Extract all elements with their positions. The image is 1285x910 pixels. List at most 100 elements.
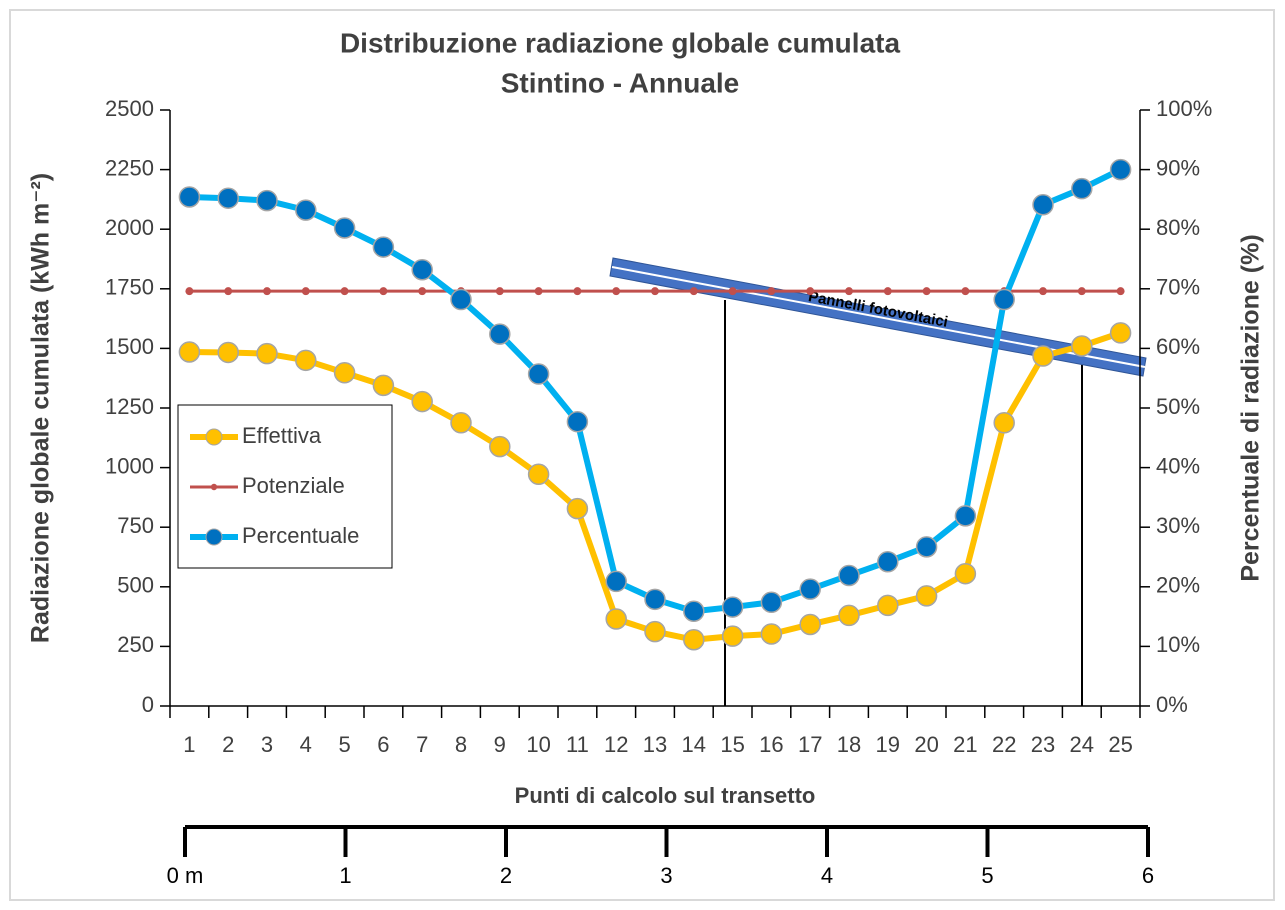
data-point [1071, 335, 1093, 357]
data-point [683, 600, 705, 622]
y-axis-label: Radiazione globale cumulata (kWh m⁻²) [27, 173, 55, 643]
x-tick-label: 12 [604, 732, 628, 757]
y2-tick-label: 100% [1156, 96, 1212, 121]
data-point [178, 341, 201, 363]
data-point [683, 628, 705, 651]
data-point [301, 287, 310, 296]
x-tick-label: 13 [643, 732, 667, 757]
y2-tick-label: 0% [1156, 692, 1188, 717]
data-point [760, 623, 783, 645]
distance-tick-label: 2 [500, 863, 512, 888]
data-point [767, 287, 776, 296]
x-tick-label: 9 [494, 732, 506, 757]
x-tick-label: 6 [377, 732, 389, 757]
data-point [340, 287, 349, 296]
x-tick-label: 15 [720, 732, 744, 757]
data-point [1071, 177, 1093, 200]
y-tick-label: 1250 [105, 394, 154, 419]
data-point [217, 187, 239, 209]
y-tick-label: 1500 [105, 334, 154, 359]
x-tick-label: 21 [953, 732, 977, 757]
x-tick-label: 11 [566, 732, 589, 757]
x-tick-label: 5 [338, 732, 350, 757]
x-tick-label: 14 [682, 732, 706, 757]
data-point [845, 287, 853, 296]
data-point [728, 287, 737, 296]
legend-label: Percentuale [242, 523, 359, 548]
y-tick-label: 2250 [105, 155, 154, 180]
data-point [450, 288, 472, 311]
data-point [1109, 322, 1132, 344]
x-tick-label: 4 [300, 732, 312, 757]
distance-tick-label: 6 [1142, 863, 1154, 888]
distance-tick-label: 3 [660, 863, 672, 888]
data-point [883, 287, 892, 296]
data-point [644, 588, 666, 611]
x-tick-label: 25 [1108, 732, 1132, 757]
data-point [256, 342, 278, 365]
y2-tick-label: 40% [1156, 453, 1200, 478]
x-tick-label: 1 [183, 732, 195, 757]
data-point [372, 236, 395, 258]
x-tick-label: 18 [837, 732, 861, 757]
data-point [372, 374, 395, 397]
legend-label: Potenziale [242, 473, 345, 498]
data-point [333, 361, 356, 384]
y-tick-label: 2000 [105, 215, 154, 240]
x-axis-label: Punti di calcolo sul transetto [515, 783, 816, 808]
x-tick-label: 23 [1031, 732, 1055, 757]
legend-label: Effettiva [242, 423, 322, 448]
legend-marker [205, 428, 223, 446]
data-point [566, 410, 589, 433]
legend-marker [205, 528, 223, 546]
data-point [612, 287, 621, 296]
data-point [1039, 287, 1047, 296]
data-point [450, 412, 472, 434]
data-point [915, 536, 938, 558]
x-tick-label: 19 [876, 732, 900, 757]
data-point [534, 287, 543, 296]
data-point [185, 287, 194, 296]
data-point [954, 562, 977, 585]
data-point [760, 591, 783, 614]
chart-subtitle: Stintino - Annuale [501, 67, 740, 98]
data-point [527, 363, 550, 385]
data-point [333, 217, 356, 239]
y-tick-label: 1000 [105, 453, 154, 478]
data-point [689, 287, 698, 296]
data-point [721, 596, 744, 618]
y2-tick-label: 80% [1156, 215, 1200, 240]
data-point [799, 578, 821, 600]
x-tick-label: 24 [1070, 732, 1094, 757]
data-point [566, 497, 589, 520]
data-point [178, 186, 201, 208]
y2-tick-label: 60% [1156, 334, 1200, 359]
data-point [838, 564, 860, 587]
data-point [573, 287, 582, 296]
data-point [1116, 287, 1125, 296]
distance-tick-label: 0 m [167, 863, 204, 888]
data-point [993, 412, 1015, 434]
data-point [954, 505, 977, 527]
data-point [224, 287, 233, 296]
y-tick-label: 750 [117, 513, 154, 538]
y2-tick-label: 90% [1156, 155, 1200, 180]
data-point [489, 435, 511, 458]
data-point [489, 323, 511, 345]
data-point [922, 287, 931, 296]
distance-tick-label: 4 [821, 863, 833, 888]
data-point [295, 199, 317, 221]
y-tick-label: 250 [117, 632, 154, 657]
x-tick-label: 3 [261, 732, 273, 757]
y2-tick-label: 20% [1156, 573, 1200, 598]
distance-tick-label: 5 [981, 863, 993, 888]
y2-tick-label: 30% [1156, 513, 1200, 538]
data-point [993, 288, 1015, 311]
data-point [527, 463, 550, 486]
distance-tick-label: 1 [339, 863, 351, 888]
data-point [1032, 194, 1054, 216]
chart-title: Distribuzione radiazione globale cumulat… [340, 27, 901, 58]
x-tick-label: 7 [416, 732, 428, 757]
data-point [411, 258, 433, 281]
